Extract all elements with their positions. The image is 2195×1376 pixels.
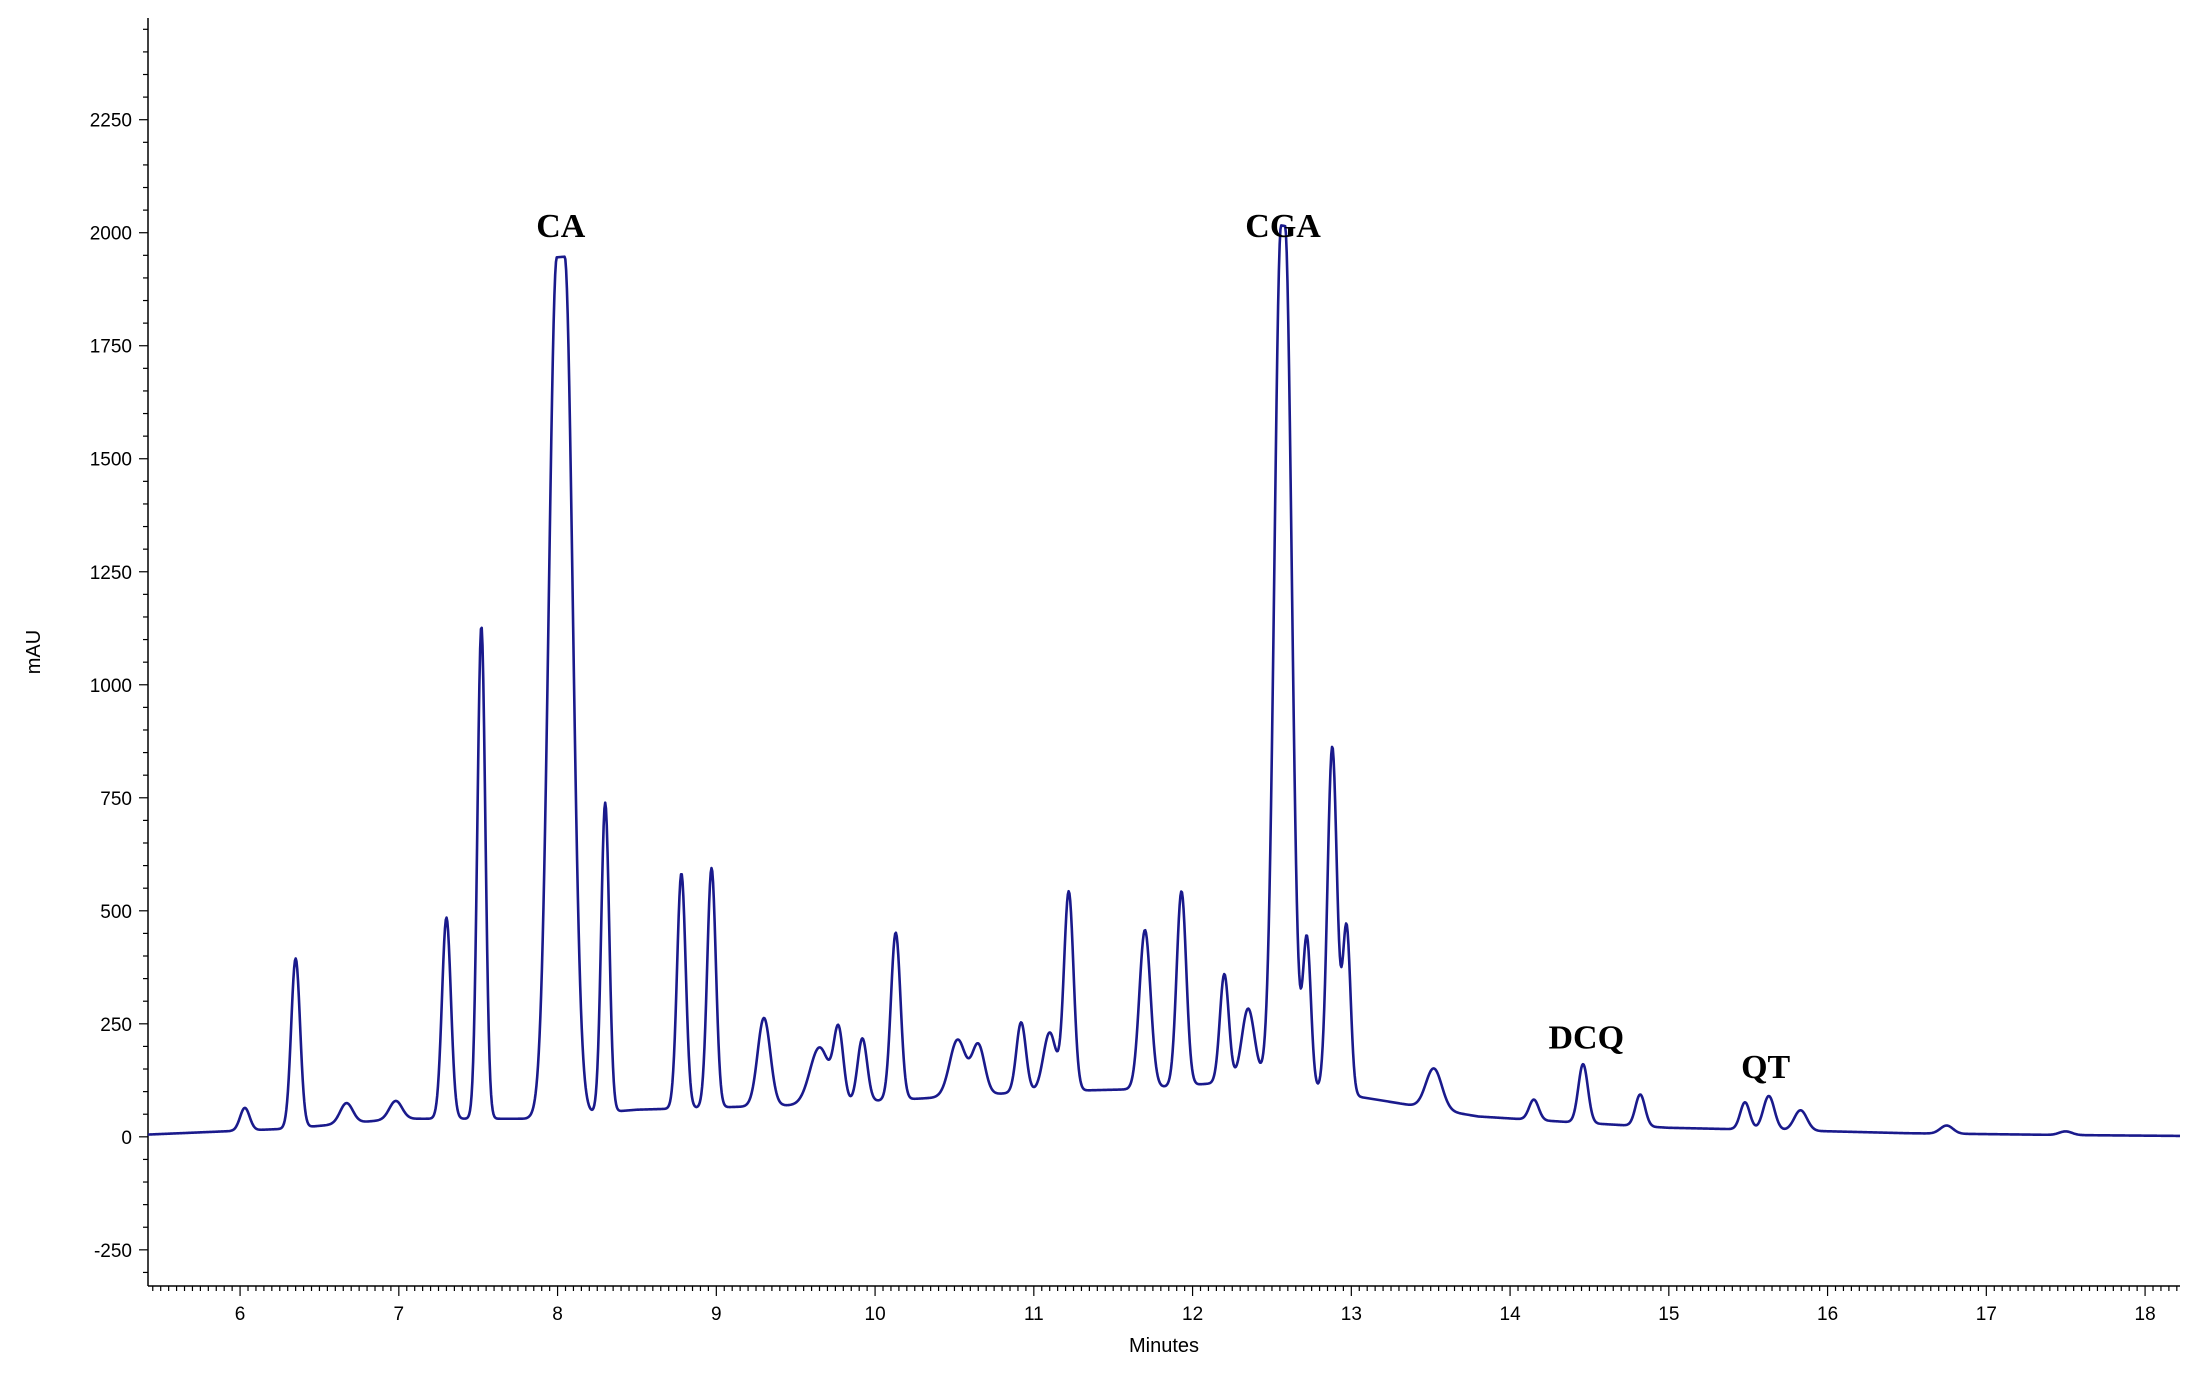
- peak-label-qt: QT: [1741, 1049, 1790, 1086]
- y-tick-label: 1500: [90, 450, 132, 471]
- x-tick-label: 18: [2135, 1304, 2156, 1325]
- y-tick-label: -250: [94, 1241, 132, 1262]
- y-tick-label: 1250: [90, 563, 132, 584]
- x-tick-label: 10: [865, 1304, 886, 1325]
- x-tick-label: 15: [1658, 1304, 1679, 1325]
- x-axis-ticks: 6 7 8 9 10 11 12 13 14 15 16 17 18: [152, 1286, 2178, 1325]
- x-tick-label: 7: [394, 1304, 405, 1325]
- x-tick-label: 13: [1341, 1304, 1362, 1325]
- x-tick-label: 6: [235, 1304, 246, 1325]
- x-tick-label: 17: [1976, 1304, 1997, 1325]
- x-tick-label: 14: [1500, 1304, 1522, 1325]
- y-tick-label: 750: [100, 789, 132, 810]
- x-axis-title: Minutes: [1129, 1335, 1199, 1357]
- y-axis-title: mAU: [23, 630, 45, 674]
- y-tick-label: 2250: [90, 111, 132, 132]
- peak-label-ca: CA: [536, 208, 586, 245]
- y-tick-label: 250: [100, 1015, 132, 1036]
- y-tick-label: 1750: [90, 337, 132, 358]
- y-tick-label: 500: [100, 902, 132, 923]
- peak-label-cga: CGA: [1245, 208, 1321, 245]
- y-axis-ticks: -250 0 250 500 750 1000 1250 1500 1750 2000 2250: [90, 28, 148, 1274]
- x-tick-label: 16: [1817, 1304, 1838, 1325]
- x-tick-label: 12: [1182, 1304, 1203, 1325]
- chromatogram-trace: [147, 224, 2181, 1138]
- y-tick-label: 2000: [90, 224, 132, 245]
- x-tick-label: 9: [711, 1304, 722, 1325]
- y-tick-label: 1000: [90, 676, 132, 697]
- y-tick-label: 0: [121, 1128, 132, 1149]
- peak-label-dcq: DCQ: [1548, 1020, 1624, 1057]
- peak-annotations: CA CGA DCQ QT: [536, 208, 1790, 1086]
- x-tick-label: 11: [1024, 1304, 1044, 1325]
- chart-axes: -250 0 250 500 750 1000 1250 1500 1750 2000 2250 6…: [90, 18, 2180, 1325]
- x-tick-label: 8: [552, 1304, 563, 1325]
